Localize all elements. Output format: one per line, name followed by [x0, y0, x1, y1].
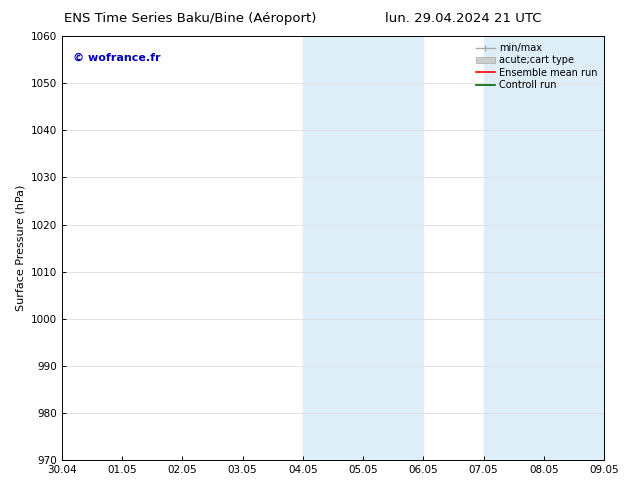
Bar: [303, 36, 424, 460]
Y-axis label: Surface Pressure (hPa): Surface Pressure (hPa): [15, 185, 25, 311]
Text: lun. 29.04.2024 21 UTC: lun. 29.04.2024 21 UTC: [385, 12, 541, 25]
Bar: [484, 36, 604, 460]
Text: © wofrance.fr: © wofrance.fr: [72, 53, 160, 63]
Legend: min/max, acute;cart type, Ensemble mean run, Controll run: min/max, acute;cart type, Ensemble mean …: [474, 41, 599, 92]
Text: ENS Time Series Baku/Bine (Aéroport): ENS Time Series Baku/Bine (Aéroport): [64, 12, 316, 25]
